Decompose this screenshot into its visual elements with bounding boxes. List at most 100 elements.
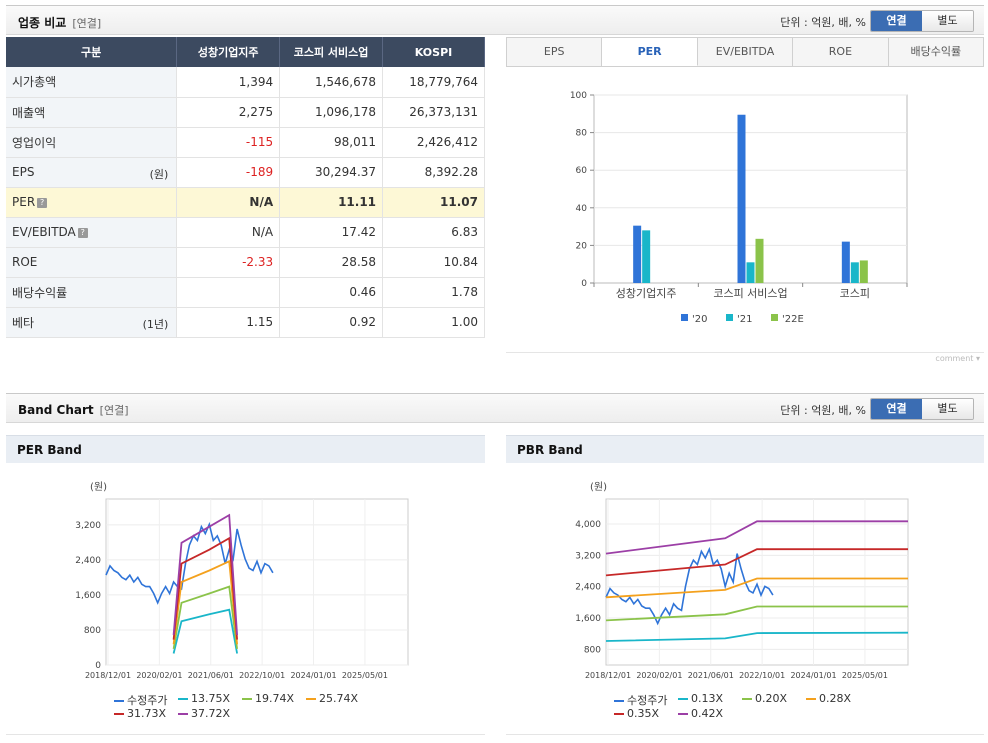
legend-item[interactable]: 0.20X	[742, 692, 787, 705]
bar-21-2[interactable]	[850, 262, 859, 283]
series-line-4[interactable]	[172, 536, 238, 640]
tab-2[interactable]: EV/EBITDA	[698, 38, 794, 66]
legend-item[interactable]: 0.35X	[614, 707, 659, 720]
series-line-2[interactable]	[172, 585, 238, 650]
series-line-3[interactable]	[172, 559, 238, 645]
series-line-4[interactable]	[605, 548, 908, 577]
legend-item[interactable]: 13.75X	[178, 692, 230, 705]
table-cell: 1,096,178	[279, 97, 384, 128]
x-tick-label: 2025/05/01	[842, 671, 888, 680]
table-cell: 28.58	[279, 247, 384, 278]
table-row: ROE -2.33 28.58 10.84	[6, 247, 485, 278]
legend-label: '21	[737, 314, 752, 325]
y-tick-label: 1,600	[575, 614, 601, 624]
row-label-text: 베타	[12, 315, 35, 330]
series-line-2[interactable]	[605, 605, 908, 622]
comment-toggle[interactable]: comment ▾	[935, 354, 980, 363]
legend-swatch	[678, 713, 688, 715]
legend-label: 수정주가	[627, 694, 668, 707]
bar-20-2[interactable]	[841, 241, 850, 283]
tab-3[interactable]: ROE	[793, 38, 889, 66]
x-tick-label: 2020/02/01	[636, 671, 682, 680]
per-band-panel: (원) 0 800 1,600 2,400 3,200 2018/12/01 2020/02/…	[6, 463, 485, 735]
x-tick-label: 2022/10/01	[739, 671, 785, 680]
legend-item[interactable]: 수정주가	[614, 692, 667, 708]
y-tick-label: 80	[576, 129, 588, 139]
tab-0[interactable]: EPS	[507, 38, 603, 66]
band-toggle-consolidated-button[interactable]: 연결	[871, 399, 922, 419]
row-unit: (1년)	[142, 317, 169, 331]
per-band-chart: (원) 0 800 1,600 2,400 3,200 2018/12/01 2020/02/…	[75, 481, 409, 680]
y-tick-label: 100	[570, 91, 587, 101]
toggle-consolidated-button[interactable]: 연결	[871, 11, 922, 31]
row-label-text: PER	[12, 195, 36, 209]
row-label: ROE	[6, 247, 178, 278]
tab-1[interactable]: PER	[602, 38, 698, 66]
row-label-text: EPS	[12, 165, 35, 179]
y-axis-label: (원)	[90, 481, 107, 493]
per-chart-panel: 0 20 40 60 80 100 성창기업지주 코스피 서비스업 코스피 '20 '21 '22E	[506, 67, 984, 353]
help-icon[interactable]: ?	[37, 197, 48, 208]
legend-label: 25.74X	[319, 692, 359, 705]
band-toggle: 연결 별도	[870, 398, 974, 420]
legend-swatch	[614, 713, 624, 715]
legend-label: '22E	[782, 314, 804, 325]
series-line-1[interactable]	[605, 631, 909, 642]
legend-swatch	[242, 698, 252, 700]
legend-label: 수정주가	[127, 694, 168, 707]
col-header[interactable]: KOSPI	[382, 37, 485, 67]
legend-item[interactable]: 37.72X	[178, 707, 230, 720]
series-line-1[interactable]	[172, 608, 238, 654]
legend-item[interactable]: 19.74X	[242, 692, 294, 705]
legend-swatch	[614, 700, 624, 702]
table-row: 영업이익 -115 98,011 2,426,412	[6, 127, 485, 158]
table-cell: 30,294.37	[279, 157, 384, 188]
bar-21-1[interactable]	[746, 262, 755, 283]
series-line-3[interactable]	[605, 577, 908, 599]
col-header[interactable]: 코스피 서비스업	[279, 37, 384, 67]
pbr-band-legend: 수정주가 0.13X 0.20X 0.28X 0.35X 0.42X	[614, 692, 984, 732]
row-label-text: ROE	[12, 255, 38, 269]
bar-22E-2[interactable]	[859, 260, 868, 283]
tab-4[interactable]: 배당수익률	[910, 45, 962, 58]
row-label-text: 시가총액	[12, 75, 57, 90]
table-cell: 26,373,131	[382, 97, 485, 128]
bar-20-1[interactable]	[737, 114, 746, 283]
legend-item[interactable]: 25.74X	[306, 692, 358, 705]
series-line-5[interactable]	[172, 513, 238, 636]
row-label-text: EV/EBITDA	[12, 225, 76, 239]
table-cell: 98,011	[279, 127, 384, 158]
y-tick-label: 2,400	[75, 556, 101, 566]
bar-21-0[interactable]	[642, 230, 651, 283]
x-tick-label: 2025/05/01	[342, 671, 388, 680]
comparison-header: 업종 비교 [연결] 단위 : 억원, 배, % 연결 별도	[6, 5, 984, 35]
table-cell: 6.83	[382, 217, 485, 248]
col-header[interactable]: 성창기업지주	[176, 37, 281, 67]
legend-item[interactable]: 0.28X	[806, 692, 851, 705]
table-cell: 1.00	[382, 307, 485, 338]
legend-item[interactable]: 0.13X	[678, 692, 723, 705]
table-cell: 1.78	[382, 277, 485, 308]
row-label: EPS (원)	[6, 157, 178, 188]
table-cell: N/A	[176, 217, 281, 248]
table-row: PER? N/A 11.11 11.07	[6, 187, 485, 218]
legend-item[interactable]: 31.73X	[114, 707, 166, 720]
band-toggle-separate-button[interactable]: 별도	[922, 399, 973, 419]
table-cell: 2,426,412	[382, 127, 485, 158]
legend-item[interactable]: 수정주가	[114, 692, 167, 708]
legend-swatch	[726, 314, 733, 321]
row-label-text: 배당수익률	[12, 285, 68, 300]
bar-20-0[interactable]	[633, 225, 642, 283]
table-cell: 0.46	[279, 277, 384, 308]
toggle-separate-button[interactable]: 별도	[922, 11, 973, 31]
x-tick-label: 2021/06/01	[188, 671, 234, 680]
legend-label: 0.42X	[691, 707, 724, 720]
series-line-5[interactable]	[605, 520, 908, 555]
bar-22E-1[interactable]	[755, 238, 764, 283]
row-label: 영업이익	[6, 127, 178, 158]
help-icon[interactable]: ?	[77, 227, 88, 238]
series-line-0[interactable]	[105, 521, 274, 605]
legend-item[interactable]: 0.42X	[678, 707, 723, 720]
legend-swatch	[681, 314, 688, 321]
legend-label: 0.35X	[627, 707, 660, 720]
